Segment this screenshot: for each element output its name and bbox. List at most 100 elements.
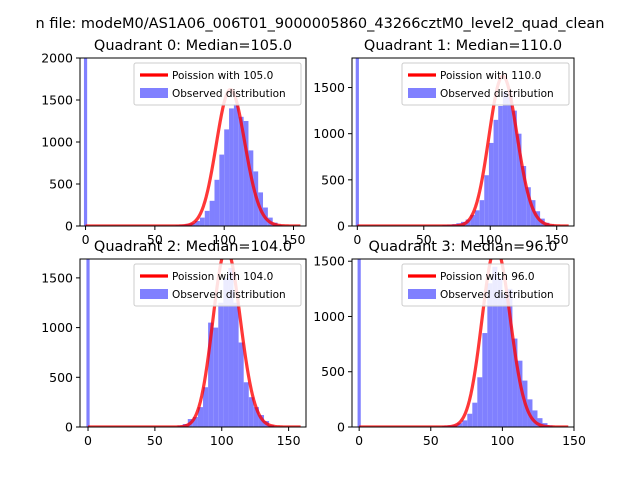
histogram-bar bbox=[204, 210, 210, 226]
quadrant-3-plot-area bbox=[357, 259, 569, 427]
histogram-bar-zero bbox=[355, 58, 359, 226]
axes-frame bbox=[351, 57, 575, 227]
x-tick-label: 150 bbox=[545, 232, 569, 247]
histogram-bar bbox=[487, 283, 493, 427]
legend: Poission with 104.0 Observed distribution bbox=[133, 263, 302, 307]
histogram-bar bbox=[472, 402, 478, 427]
y-tick-label: 500 bbox=[49, 370, 73, 385]
y-tick-label: 1000 bbox=[313, 126, 345, 141]
poisson-curve bbox=[357, 74, 569, 226]
histogram-bar bbox=[243, 121, 249, 226]
histogram-bar bbox=[507, 96, 513, 226]
legend-poisson-label: Poission with 104.0 bbox=[172, 271, 273, 283]
legend-box bbox=[133, 263, 302, 307]
histogram-bar bbox=[488, 142, 494, 226]
y-tick-label: 1500 bbox=[313, 254, 345, 269]
legend-observed-swatch bbox=[140, 289, 168, 299]
legend: Poission with 96.0 Observed distribution bbox=[401, 263, 570, 307]
quadrant-1-plot-area bbox=[355, 58, 569, 226]
legend-observed-label: Observed distribution bbox=[440, 88, 554, 100]
histogram-bar bbox=[233, 104, 239, 226]
histogram-bar bbox=[192, 417, 198, 427]
histogram-bar bbox=[493, 119, 499, 226]
y-tick-label: 0 bbox=[337, 219, 345, 234]
quadrant-3-title: Quadrant 3: Median=96.0 bbox=[369, 239, 558, 255]
poisson-curve bbox=[85, 87, 301, 226]
histogram-bar bbox=[479, 200, 485, 226]
y-tick-label: 0 bbox=[65, 219, 73, 234]
quadrant-0-plot-area bbox=[83, 58, 301, 226]
x-tick-label: 0 bbox=[353, 232, 361, 247]
x-tick-label: 0 bbox=[82, 232, 90, 247]
figure-suptitle: n file: modeM0/AS1A06_006T01_9000005860_… bbox=[36, 16, 605, 32]
y-tick-label: 0 bbox=[337, 420, 345, 435]
histogram-bar bbox=[248, 150, 254, 226]
x-tick-label: 150 bbox=[282, 232, 306, 247]
histogram-bar bbox=[484, 175, 489, 226]
histogram-bar bbox=[502, 294, 508, 427]
histogram-bar bbox=[512, 338, 518, 427]
legend-poisson-label: Poission with 105.0 bbox=[172, 70, 273, 82]
histogram-bar bbox=[502, 92, 508, 226]
legend-observed-swatch bbox=[140, 88, 168, 98]
histogram-bar bbox=[229, 108, 234, 226]
histogram-bar bbox=[521, 166, 527, 226]
y-tick-label: 1000 bbox=[313, 309, 345, 324]
histogram-bar bbox=[223, 277, 229, 427]
histogram-bar bbox=[457, 423, 463, 427]
histogram-bar-zero bbox=[357, 259, 361, 427]
y-tick-label: 1500 bbox=[313, 80, 345, 95]
histogram-bar bbox=[507, 288, 513, 427]
histogram-bar bbox=[498, 106, 503, 226]
histogram-bar-zero bbox=[86, 259, 90, 427]
y-tick-label: 2000 bbox=[41, 51, 73, 66]
x-tick-label: 100 bbox=[490, 433, 514, 448]
legend-box bbox=[401, 263, 570, 307]
histogram-bar bbox=[248, 397, 254, 427]
histogram-bar bbox=[238, 342, 244, 427]
histogram-bar bbox=[516, 133, 522, 226]
legend-observed-swatch bbox=[408, 88, 436, 98]
histogram-bar bbox=[497, 277, 503, 427]
histogram-bar bbox=[203, 387, 209, 427]
histogram-bar bbox=[482, 333, 488, 427]
x-tick-label: 50 bbox=[147, 232, 163, 247]
histogram-bar-zero bbox=[83, 58, 88, 226]
legend: Poission with 105.0 Observed distribution bbox=[133, 62, 302, 106]
quadrant-0-title: Quadrant 0: Median=105.0 bbox=[94, 38, 292, 54]
axes-frame bbox=[79, 258, 307, 428]
histogram-bar bbox=[253, 407, 259, 427]
histogram-bar bbox=[474, 210, 480, 226]
x-tick-label: 50 bbox=[416, 232, 432, 247]
histogram-bar bbox=[213, 327, 219, 427]
quadrant-2-title: Quadrant 2: Median=104.0 bbox=[94, 239, 292, 255]
y-tick-label: 0 bbox=[65, 420, 73, 435]
quadrant-1-title: Quadrant 1: Median=110.0 bbox=[364, 38, 562, 54]
legend: Poission with 110.0 Observed distribution bbox=[401, 62, 570, 106]
poisson-curve bbox=[358, 259, 569, 427]
legend-observed-label: Observed distribution bbox=[172, 289, 286, 301]
histogram-bar bbox=[208, 322, 214, 427]
histogram-bar bbox=[512, 110, 517, 226]
x-tick-label: 100 bbox=[478, 232, 502, 247]
legend-observed-label: Observed distribution bbox=[440, 289, 554, 301]
histogram-bar bbox=[243, 382, 249, 427]
y-tick-label: 1500 bbox=[41, 93, 73, 108]
poisson-curve bbox=[87, 259, 301, 427]
histogram-bar bbox=[517, 360, 523, 427]
histogram-bar bbox=[477, 377, 483, 427]
y-tick-label: 1500 bbox=[41, 270, 73, 285]
histogram-bar bbox=[214, 179, 220, 226]
histogram-bar bbox=[537, 418, 543, 427]
histogram-bar bbox=[218, 302, 224, 427]
x-tick-label: 0 bbox=[355, 433, 363, 448]
histogram-bar bbox=[197, 407, 204, 427]
x-tick-label: 100 bbox=[210, 433, 234, 448]
histogram-bar bbox=[238, 116, 244, 226]
histogram-bar bbox=[233, 302, 239, 427]
histogram-bar bbox=[492, 266, 498, 427]
x-tick-label: 50 bbox=[423, 433, 439, 448]
